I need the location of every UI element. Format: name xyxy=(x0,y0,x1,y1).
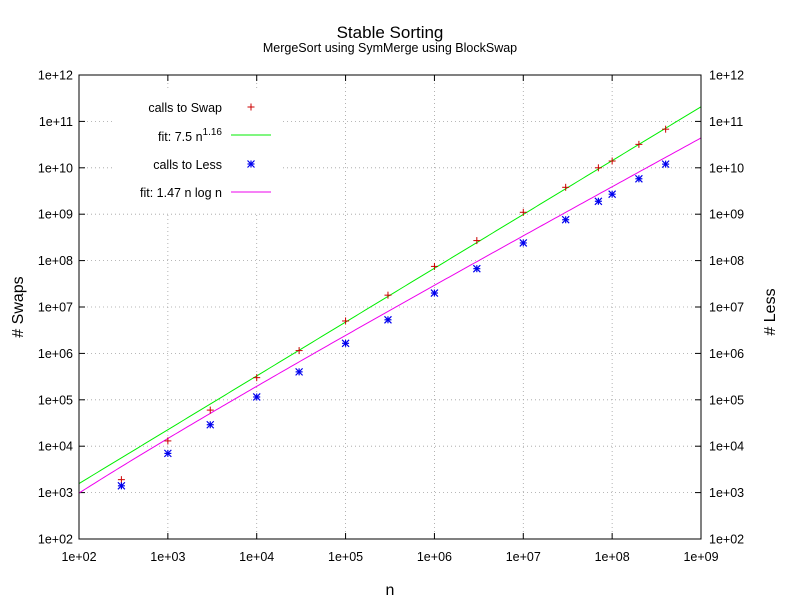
legend-entry-less: calls to Less xyxy=(153,158,255,172)
y2-tick-label: 1e+06 xyxy=(709,347,744,361)
less-data-point xyxy=(117,481,126,490)
less-data-point xyxy=(661,160,670,169)
y2-axis-label: # Less xyxy=(762,288,779,335)
y-tick-label: 1e+04 xyxy=(38,440,73,454)
y2-tick-labels: 1e+02 1e+03 1e+04 1e+05 1e+06 1e+07 1e+08 1e+09… xyxy=(709,69,744,547)
y-tick-label: 1e+02 xyxy=(38,533,73,547)
swap-data-point xyxy=(473,237,481,245)
legend-label-nlogn-fit: fit: 1.47 n log n xyxy=(140,186,222,200)
y-tick-label: 1e+03 xyxy=(38,486,73,500)
swap-data-point xyxy=(662,125,670,133)
y-tick-label: 1e+10 xyxy=(38,161,73,175)
less-data-point xyxy=(561,215,570,224)
legend-label-power-fit: fit: 7.5 n1.16 xyxy=(158,127,222,144)
y2-tick-label: 1e+03 xyxy=(709,486,744,500)
plot-frame xyxy=(78,74,702,540)
less-data-point xyxy=(341,339,350,348)
swap-data-point xyxy=(430,262,438,270)
y-tick-label: 1e+09 xyxy=(38,208,73,222)
less-data-point xyxy=(295,367,304,376)
swap-data-point xyxy=(519,208,527,216)
less-data-point xyxy=(430,289,439,297)
y2-tick-label: 1e+07 xyxy=(709,301,744,315)
x-tick-labels: 1e+02 1e+03 1e+04 1e+05 1e+06 1e+07 1e+08 1e+09 xyxy=(61,550,718,564)
swap-data-point xyxy=(635,140,643,148)
x-tick-label: 1e+08 xyxy=(595,550,630,564)
less-data-point xyxy=(163,449,172,458)
y2-tick-label: 1e+08 xyxy=(709,254,744,268)
swap-data-point xyxy=(562,183,570,191)
y2-tick-label: 1e+10 xyxy=(709,161,744,175)
y-tick-label: 1e+08 xyxy=(38,254,73,268)
plus-marker-icon xyxy=(247,103,255,111)
y-tick-label: 1e+07 xyxy=(38,301,73,315)
legend-marker-swap xyxy=(247,103,255,111)
grid-lines xyxy=(79,75,701,539)
x-tick-label: 1e+07 xyxy=(506,550,541,564)
less-data-point xyxy=(594,197,603,206)
plot-area xyxy=(79,106,701,494)
y2-tick-label: 1e+05 xyxy=(709,393,744,407)
less-data-point xyxy=(519,239,528,247)
x-axis-label: n xyxy=(386,582,395,599)
y-tick-label: 1e+11 xyxy=(39,115,73,129)
x-tick-label: 1e+09 xyxy=(683,550,718,564)
less-data-point xyxy=(206,420,215,429)
swap-data-point xyxy=(384,291,392,299)
swap-data-point xyxy=(608,157,616,165)
swap-data-point xyxy=(164,437,172,445)
y2-tick-label: 1e+09 xyxy=(709,208,744,222)
legend-label-power-fit-base: fit: 7.5 n xyxy=(158,130,203,144)
swap-data-point xyxy=(206,406,214,414)
legend-entry-swap: calls to Swap xyxy=(148,101,255,115)
less-data-point xyxy=(608,190,617,199)
less-data-point xyxy=(472,264,481,273)
y2-tick-label: 1e+02 xyxy=(709,533,744,547)
y2-tick-label: 1e+12 xyxy=(709,69,744,83)
x-tick-label: 1e+05 xyxy=(328,550,363,564)
y2-tick-label: 1e+11 xyxy=(709,115,743,129)
y-tick-label: 1e+12 xyxy=(38,69,73,83)
swap-data-point xyxy=(253,374,261,382)
y-axis-label: # Swaps xyxy=(10,276,27,337)
x-tick-label: 1e+04 xyxy=(239,550,274,564)
legend-marker-less xyxy=(247,160,255,168)
legend-entry-power-fit: fit: 7.5 n1.16 xyxy=(158,127,271,144)
less-data-point xyxy=(634,174,643,183)
legend-label-swap: calls to Swap xyxy=(148,101,222,115)
y-tick-labels: 1e+02 1e+03 1e+04 1e+05 1e+06 1e+07 1e+08 1e+09… xyxy=(38,69,73,547)
y2-tick-label: 1e+04 xyxy=(709,440,744,454)
less-data-point xyxy=(252,393,261,401)
x-tick-label: 1e+06 xyxy=(417,550,452,564)
chart-subtitle: MergeSort using SymMerge using BlockSwap xyxy=(263,41,517,55)
legend-label-less: calls to Less xyxy=(153,158,222,172)
legend-label-power-fit-exponent: 1.16 xyxy=(203,127,223,138)
y-tick-label: 1e+05 xyxy=(38,393,73,407)
y-tick-label: 1e+06 xyxy=(38,347,73,361)
less-data-point xyxy=(384,315,392,324)
swap-data-point xyxy=(594,164,602,172)
fit-line-3 xyxy=(79,137,701,494)
x-tick-label: 1e+02 xyxy=(61,550,96,564)
star-marker-icon xyxy=(247,160,255,168)
legend-entry-nlogn-fit: fit: 1.47 n log n xyxy=(140,186,271,200)
swap-data-point xyxy=(295,347,303,355)
x-tick-label: 1e+03 xyxy=(150,550,185,564)
chart-title: Stable Sorting xyxy=(337,23,444,42)
swap-data-point xyxy=(342,317,350,325)
legend: calls to Swap fit: 7.5 n1.16 calls to Le… xyxy=(112,90,280,212)
swap-data-point xyxy=(117,476,125,484)
